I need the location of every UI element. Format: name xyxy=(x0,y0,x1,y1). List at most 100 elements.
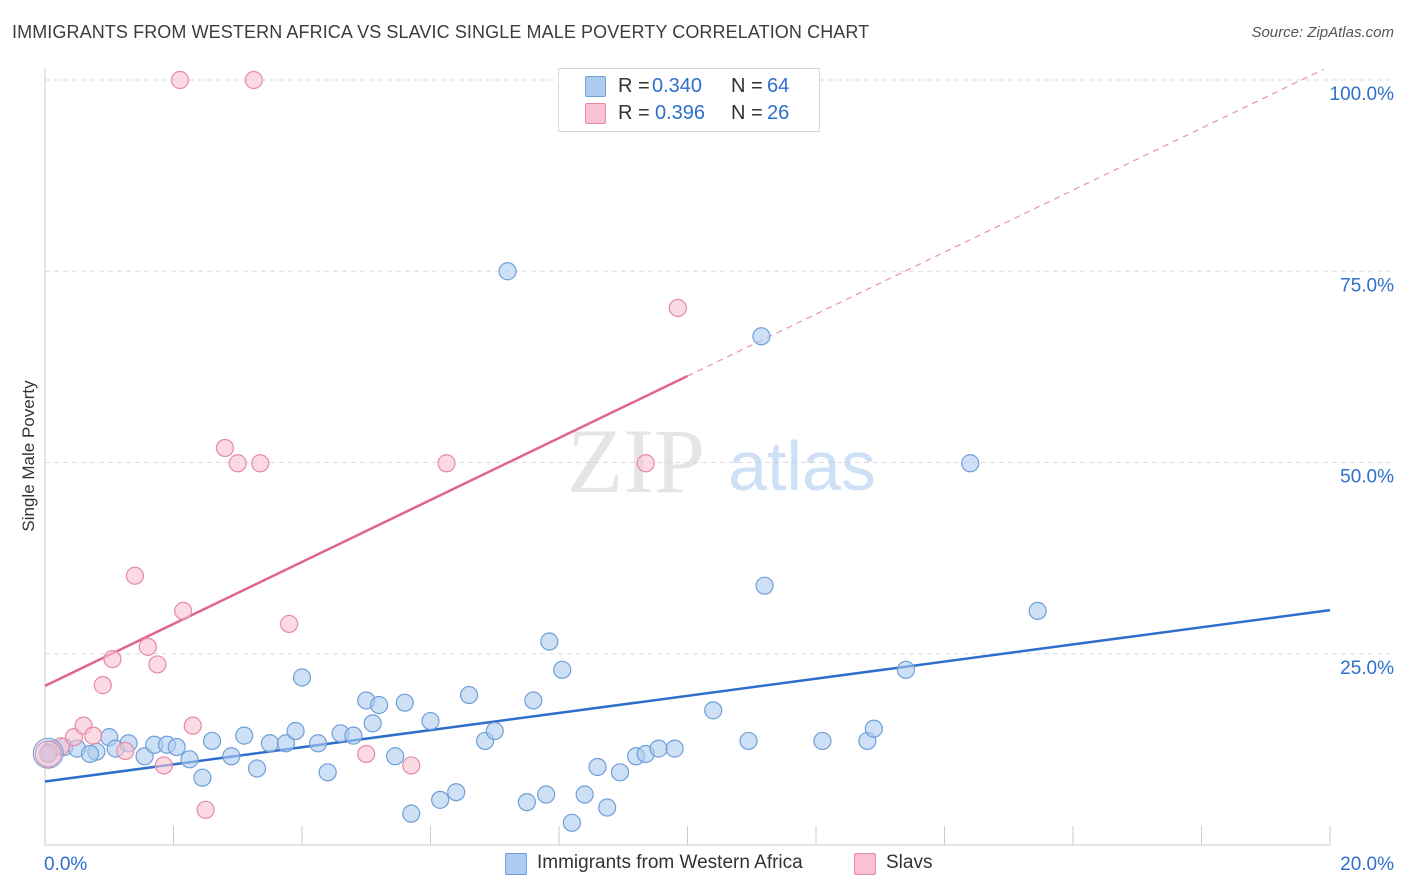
point-western-africa xyxy=(386,747,405,766)
point-slavs xyxy=(437,454,456,473)
y-axis-label: Single Male Poverty xyxy=(19,380,38,532)
point-western-africa xyxy=(588,757,607,777)
trend-lines xyxy=(44,68,1331,783)
point-slavs xyxy=(251,454,270,473)
watermark-atlas: atlas xyxy=(728,427,876,505)
point-western-africa xyxy=(813,731,832,751)
watermark-zip: ZIP xyxy=(567,410,705,512)
point-western-africa xyxy=(421,711,440,731)
legend-r-label: R = xyxy=(618,75,650,97)
point-western-africa xyxy=(598,798,617,817)
point-slavs xyxy=(357,744,376,764)
point-western-africa xyxy=(755,576,774,595)
point-western-africa xyxy=(961,454,980,473)
legend-swatch-pink xyxy=(854,853,876,875)
point-western-africa xyxy=(540,632,559,651)
point-slavs xyxy=(280,614,299,634)
y-tick-label: 25.0% xyxy=(1340,658,1394,679)
trend-line-western-africa xyxy=(44,608,1331,783)
trend-line-slavs xyxy=(44,374,689,688)
point-western-africa xyxy=(260,734,279,753)
point-slavs xyxy=(636,454,655,473)
point-western-africa xyxy=(610,763,630,782)
source-credit: Source: ZipAtlas.com xyxy=(1251,24,1394,41)
point-western-africa xyxy=(286,721,305,741)
point-cluster-slavs xyxy=(34,740,62,768)
legend-label-slavs: Slavs xyxy=(886,852,933,873)
point-slavs xyxy=(183,716,202,735)
legend-n-value: 26 xyxy=(767,102,790,124)
trend-line-slavs-extension xyxy=(687,68,1324,377)
point-western-africa xyxy=(202,731,222,751)
point-western-africa xyxy=(524,691,543,710)
chart-title: IMMIGRANTS FROM WESTERN AFRICA VS SLAVIC… xyxy=(12,22,870,42)
point-western-africa xyxy=(517,793,536,812)
x-tick-label-max: 20.0% xyxy=(1340,854,1394,875)
point-western-africa xyxy=(752,327,771,346)
point-western-africa xyxy=(575,785,594,804)
point-slavs xyxy=(148,655,167,674)
legend-n-label: N = xyxy=(731,75,763,97)
point-slavs xyxy=(138,637,157,656)
point-slavs xyxy=(402,756,421,775)
point-slavs xyxy=(174,601,193,621)
point-slavs xyxy=(170,70,190,90)
point-slavs xyxy=(125,566,145,585)
x-tick-label-min: 0.0% xyxy=(44,854,87,875)
legend-label-western-africa: Immigrants from Western Africa xyxy=(537,852,803,873)
point-slavs xyxy=(93,676,112,695)
point-western-africa xyxy=(344,726,363,745)
point-slavs xyxy=(116,741,135,761)
point-western-africa xyxy=(395,693,414,712)
point-western-africa xyxy=(292,668,312,687)
point-western-africa xyxy=(370,695,389,715)
point-slavs xyxy=(196,800,215,819)
point-western-africa xyxy=(222,747,241,766)
legend-r-value: 0.396 xyxy=(655,102,706,124)
point-western-africa xyxy=(459,685,479,705)
gridlines xyxy=(45,79,1392,655)
tick-labels: 25.0% 50.0% 75.0% 100.0% 0.0% 20.0% xyxy=(44,84,1394,875)
point-slavs xyxy=(154,756,173,775)
point-slavs xyxy=(228,454,247,473)
point-western-africa xyxy=(431,790,450,809)
legend-r-value: 0.340 xyxy=(652,75,703,97)
point-slavs xyxy=(103,650,122,669)
legend-n-value: 64 xyxy=(767,75,790,97)
axes xyxy=(44,68,1331,846)
stats-legend: R = 0.340 N = 64 R = 0.396 N = 26 xyxy=(558,68,820,132)
point-western-africa xyxy=(485,721,504,741)
point-western-africa xyxy=(247,759,267,778)
point-slavs xyxy=(84,726,103,745)
legend-swatch-pink xyxy=(585,103,606,124)
y-tick-label: 100.0% xyxy=(1330,84,1395,105)
legend-r-label: R = xyxy=(618,102,650,124)
legend-n-label: N = xyxy=(731,102,763,124)
point-western-africa xyxy=(498,262,517,281)
watermark: ZIP atlas xyxy=(567,410,876,512)
point-western-africa xyxy=(80,744,100,764)
point-western-africa xyxy=(193,768,212,787)
legend-swatch-blue xyxy=(585,76,606,97)
point-western-africa xyxy=(553,660,572,679)
point-western-africa xyxy=(665,739,684,758)
point-western-africa xyxy=(649,739,668,758)
point-western-africa xyxy=(739,731,758,751)
point-western-africa xyxy=(402,804,421,823)
point-slavs xyxy=(244,70,263,90)
point-western-africa xyxy=(308,734,328,753)
point-western-africa xyxy=(447,783,466,802)
point-western-africa xyxy=(562,813,581,832)
point-western-africa xyxy=(363,714,382,733)
point-western-africa xyxy=(1028,601,1047,621)
point-western-africa xyxy=(704,701,723,720)
point-slavs xyxy=(668,298,687,318)
y-tick-label: 50.0% xyxy=(1340,467,1394,488)
legend-swatch-blue xyxy=(505,853,527,875)
y-tick-label: 75.0% xyxy=(1340,275,1394,296)
point-western-africa xyxy=(180,750,199,769)
point-western-africa xyxy=(318,763,337,782)
point-cluster-western-africa xyxy=(32,737,64,769)
point-western-africa xyxy=(276,734,296,753)
